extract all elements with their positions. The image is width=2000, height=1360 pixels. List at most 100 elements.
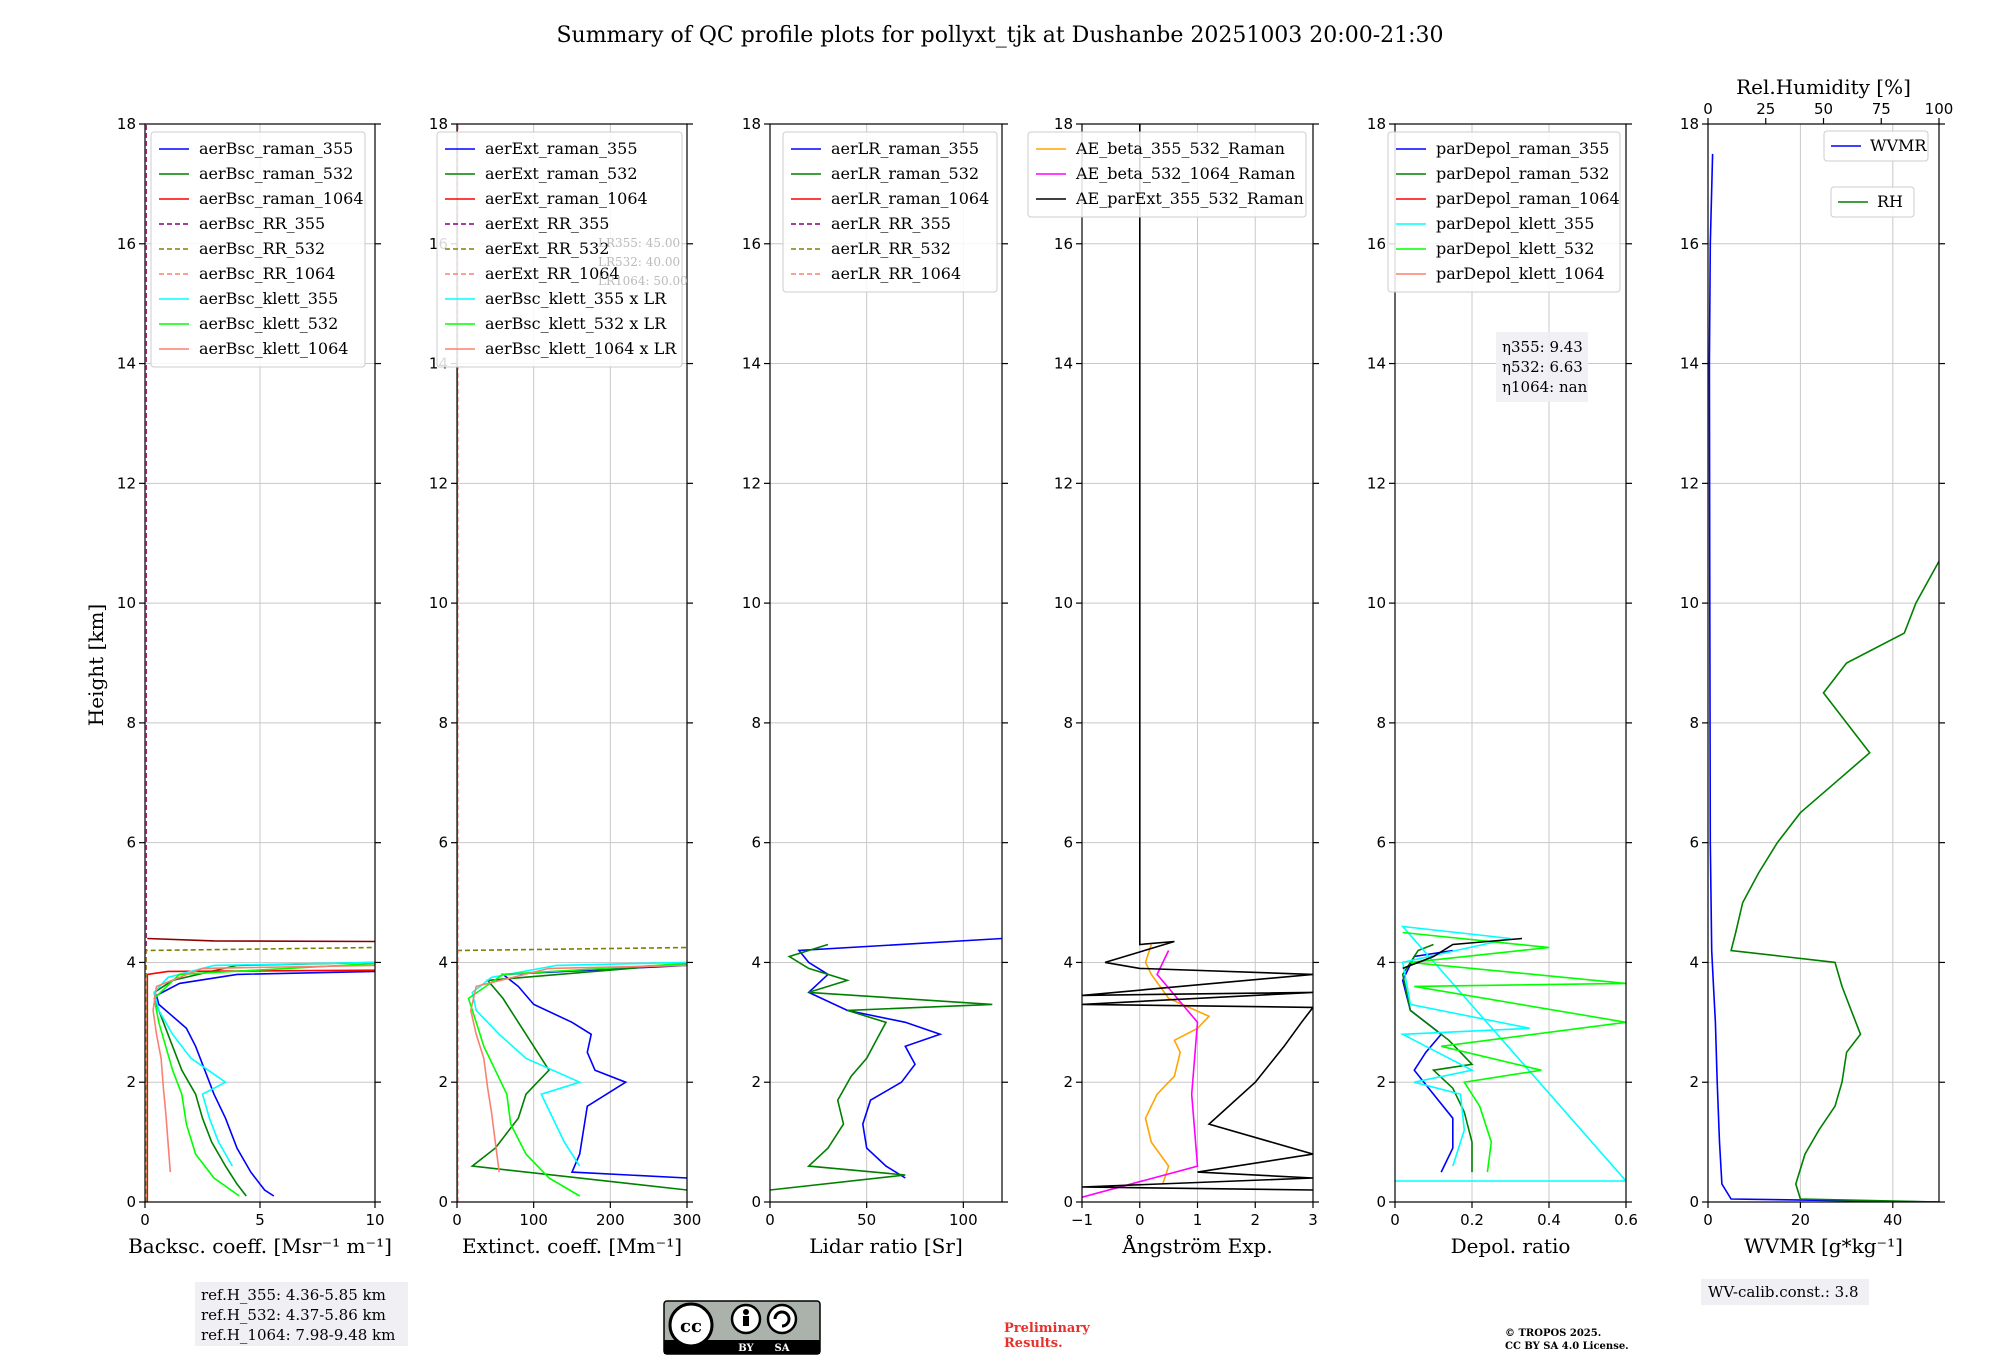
y-tick-label: 0 <box>126 1193 136 1211</box>
x-tick-label: 100 <box>519 1211 548 1229</box>
eta-1064: η1064: nan <box>1502 378 1588 396</box>
legend-label-aerbsc-klett-355-x-lr: aerBsc_klett_355 x LR <box>485 289 667 308</box>
y-tick-label: 14 <box>1367 355 1386 373</box>
legend-label-pardepol-raman-355: parDepol_raman_355 <box>1436 139 1609 158</box>
legend-label-pardepol-raman-1064: parDepol_raman_1064 <box>1436 189 1620 208</box>
x-tick-label: 2 <box>1250 1211 1260 1229</box>
preliminary-note: Preliminary Results. <box>1004 1321 1090 1351</box>
y-tick-label: 18 <box>429 115 448 133</box>
series-line-pardepol-raman-355 <box>1401 949 1454 1173</box>
y-tick-label: 10 <box>429 594 448 612</box>
lr-info-355: LR355: 45.00 <box>598 236 680 250</box>
legend-label-aerlr-rr-355: aerLR_RR_355 <box>831 214 951 233</box>
x-tick-label: 0 <box>1390 1211 1400 1229</box>
series-line-pardepol-raman-355-upper <box>1402 937 1523 970</box>
sa-icon <box>766 1303 798 1335</box>
x-tick-label: 0 <box>1703 1211 1713 1229</box>
y-tick-label: 0 <box>1689 1193 1699 1211</box>
y-tick-label: 0 <box>438 1193 448 1211</box>
legend-box <box>1830 186 1915 218</box>
chart-panel-3: 0 2 4 6 8 10 12 14 16 18 0 50 100 Lidar ratio [Sr] aer… <box>742 115 1008 1258</box>
y-tick-label: 4 <box>1376 953 1386 971</box>
series-line-pardepol-klett-532 <box>1402 931 1626 1173</box>
figure-title: Summary of QC profile plots for pollyxt_… <box>556 23 1443 48</box>
cc-license-badge: cc BY SA <box>663 1300 821 1355</box>
y-tick-label: 8 <box>126 714 136 732</box>
legend-label-pardepol-raman-532: parDepol_raman_532 <box>1436 164 1609 183</box>
y-tick-label: 10 <box>117 594 136 612</box>
series-line-aerext-raman-355 <box>500 964 687 1179</box>
series-line-aerbsc-raman-532 <box>153 961 375 1197</box>
lr-info: LR355: 45.00 LR532: 40.00 LR1064: 50.00 <box>598 236 688 288</box>
top-x-tick-label: 100 <box>1925 100 1954 118</box>
top-x-tick-label: 25 <box>1756 100 1775 118</box>
legend-label-aerbsc-raman-355: aerBsc_raman_355 <box>199 139 353 158</box>
y-tick-label: 18 <box>1367 115 1386 133</box>
x-tick-label: 3 <box>1308 1211 1318 1229</box>
y-tick-label: 8 <box>1063 714 1073 732</box>
y-tick-label: 2 <box>1689 1073 1699 1091</box>
y-tick-label: 0 <box>1063 1193 1073 1211</box>
x-tick-label: 40 <box>1883 1211 1902 1229</box>
x-axis-label: Extinct. coeff. [Mm⁻¹] <box>462 1234 682 1258</box>
y-tick-label: 12 <box>1367 474 1386 492</box>
y-tick-label: 6 <box>1063 834 1073 852</box>
series-line-ae-beta-532-1064-raman <box>1082 950 1199 1198</box>
chart-panel-5: 0 2 4 6 8 10 12 14 16 18 0 0.2 0.4 0.6 Depol. ratio par… <box>1367 115 1638 1258</box>
y-tick-label: 14 <box>1680 355 1699 373</box>
ref-height-1064: ref.H_1064: 7.98-9.48 km <box>201 1326 395 1344</box>
y-tick-label: 0 <box>751 1193 761 1211</box>
legend-label-aerbsc-klett-532: aerBsc_klett_532 <box>199 314 338 333</box>
legend-label-pardepol-klett-532: parDepol_klett_532 <box>1436 239 1594 258</box>
legend-label-aerbsc-raman-1064: aerBsc_raman_1064 <box>199 189 364 208</box>
legend-label-pardepol-klett-355: parDepol_klett_355 <box>1436 214 1594 233</box>
legend-label-aerbsc-klett-532-x-lr: aerBsc_klett_532 x LR <box>485 314 667 333</box>
y-tick-label: 4 <box>438 953 448 971</box>
y-tick-label: 12 <box>742 474 761 492</box>
eta-355: η355: 9.43 <box>1502 338 1583 356</box>
y-tick-label: 10 <box>1054 594 1073 612</box>
x-tick-label: 20 <box>1791 1211 1810 1229</box>
y-tick-label: 16 <box>1367 235 1386 253</box>
y-tick-label: 2 <box>751 1073 761 1091</box>
series-line-aerbsc-klett-1064 <box>152 964 375 1173</box>
y-tick-label: 6 <box>751 834 761 852</box>
series-line-aerext-rr-532 <box>457 946 687 952</box>
x-tick-label: 100 <box>949 1211 978 1229</box>
svg-text:cc: cc <box>680 1316 702 1337</box>
x-tick-label: 0 <box>452 1211 462 1229</box>
y-tick-label: 12 <box>429 474 448 492</box>
legend-box <box>782 131 998 293</box>
ref-height-355: ref.H_355: 4.36-5.85 km <box>201 1286 386 1304</box>
axes-frame <box>769 123 1003 1203</box>
y-tick-label: 10 <box>742 594 761 612</box>
y-tick-label: 14 <box>1054 355 1073 373</box>
series-line-rh <box>1730 560 1939 1202</box>
x-tick-label: −1 <box>1071 1211 1093 1229</box>
y-tick-label: 16 <box>117 235 136 253</box>
x-tick-label: 0 <box>140 1211 150 1229</box>
x-axis-label: Depol. ratio <box>1451 1234 1571 1258</box>
y-tick-label: 16 <box>742 235 761 253</box>
x-tick-label: 10 <box>365 1211 384 1229</box>
y-tick-label: 0 <box>1376 1193 1386 1211</box>
x-axis-label: Lidar ratio [Sr] <box>809 1234 963 1258</box>
legend-label-rh: RH <box>1877 192 1903 211</box>
series-line-aerbsc-klett-1064-x-lr <box>469 964 687 1173</box>
lr-info-1064: LR1064: 50.00 <box>598 274 688 288</box>
series-line-pardepol-klett-355 <box>1395 925 1626 1182</box>
y-tick-label: 4 <box>1689 953 1699 971</box>
y-tick-label: 14 <box>117 355 136 373</box>
series-line-aerbsc-raman-1064-upper <box>147 937 375 943</box>
y-tick-label: 8 <box>751 714 761 732</box>
legend-label-ae-parext-355-532-raman: AE_parExt_355_532_Raman <box>1075 189 1304 208</box>
series-line-aerbsc-raman-355 <box>155 970 375 1197</box>
legend-label-aerext-raman-532: aerExt_raman_532 <box>485 164 638 183</box>
x-tick-label: 0.6 <box>1614 1211 1638 1229</box>
y-axis-label: Height [km] <box>84 604 108 726</box>
y-tick-label: 14 <box>742 355 761 373</box>
series-line-ae-parext-355-532-raman <box>1082 124 1313 1191</box>
x-tick-label: 50 <box>857 1211 876 1229</box>
y-tick-label: 6 <box>438 834 448 852</box>
x-tick-label: 1 <box>1193 1211 1203 1229</box>
